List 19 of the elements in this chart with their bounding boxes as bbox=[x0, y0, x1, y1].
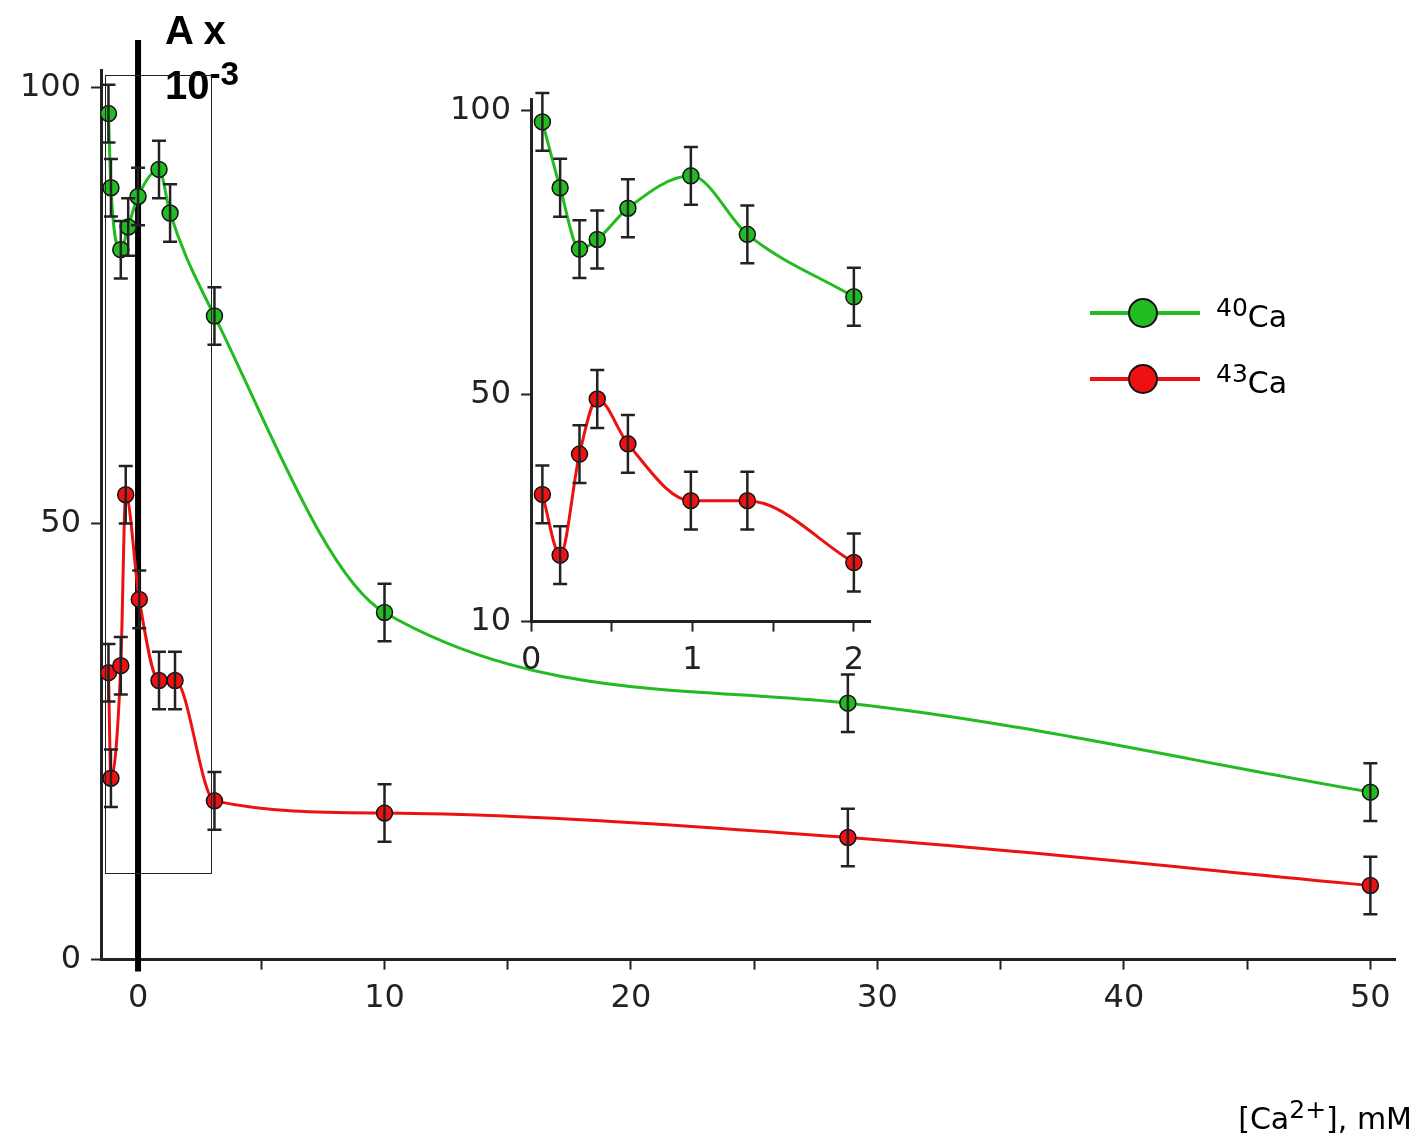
y-tick-label: 100 bbox=[20, 65, 82, 104]
legend-label: $^{43}$Ca bbox=[1216, 358, 1288, 400]
x-tick-label: 1 bbox=[682, 639, 703, 678]
x-tick-label: 40 bbox=[1103, 977, 1145, 1016]
x-tick-label: 30 bbox=[857, 977, 898, 1016]
y-tick-label: 10 bbox=[470, 599, 512, 638]
legend-label: $^{40}$Ca bbox=[1216, 292, 1288, 334]
x-tick-label: 0 bbox=[127, 977, 149, 1016]
y-tick-label: 50 bbox=[470, 372, 512, 411]
y-tick-label: 0 bbox=[60, 937, 82, 976]
x-tick-label: 10 bbox=[364, 977, 405, 1016]
y-tick-label: 100 bbox=[450, 88, 512, 127]
x-tick-label: 50 bbox=[1349, 977, 1391, 1016]
x-tick-label: 20 bbox=[610, 977, 652, 1016]
y-axis-title: A x 10$^{-3}$ bbox=[165, 8, 241, 108]
y-tick-label: 50 bbox=[40, 501, 82, 540]
x-tick-label: 0 bbox=[520, 639, 542, 678]
x-tick-label: 2 bbox=[843, 639, 865, 678]
x-axis-title: [Ca$^{2+}$], mM bbox=[1238, 1095, 1412, 1136]
